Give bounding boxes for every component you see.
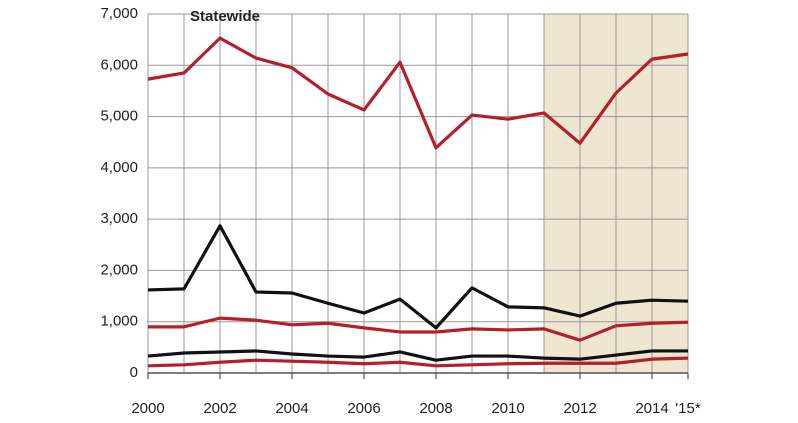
- y-tick-label: 3,000: [100, 210, 138, 227]
- y-tick-label: 7,000: [100, 5, 138, 22]
- y-tick-label: 1,000: [100, 313, 138, 330]
- y-tick-label: 2,000: [100, 261, 138, 278]
- x-tick-label: 2004: [275, 400, 308, 417]
- series-line: [147, 36, 689, 150]
- x-tick-label: 2012: [563, 400, 596, 417]
- y-tick-label: 5,000: [100, 108, 138, 125]
- x-tick-label: 2006: [347, 400, 380, 417]
- y-tick-label: 4,000: [100, 159, 138, 176]
- x-tick-label: 2002: [203, 400, 236, 417]
- x-tick-label: 2014: [635, 400, 668, 417]
- series-line: [148, 316, 689, 342]
- series-line: [147, 224, 689, 330]
- x-tick-label: 2000: [131, 400, 164, 417]
- y-tick-label: 6,000: [100, 56, 138, 73]
- y-tick-label: 0: [130, 364, 138, 381]
- x-tick-label: 2008: [419, 400, 452, 417]
- series-line: [147, 356, 689, 368]
- x-tick-label: 2010: [491, 400, 524, 417]
- series-line: [147, 349, 688, 362]
- annotation: Statewide: [190, 8, 260, 25]
- x-tick-label: '15*: [675, 400, 701, 417]
